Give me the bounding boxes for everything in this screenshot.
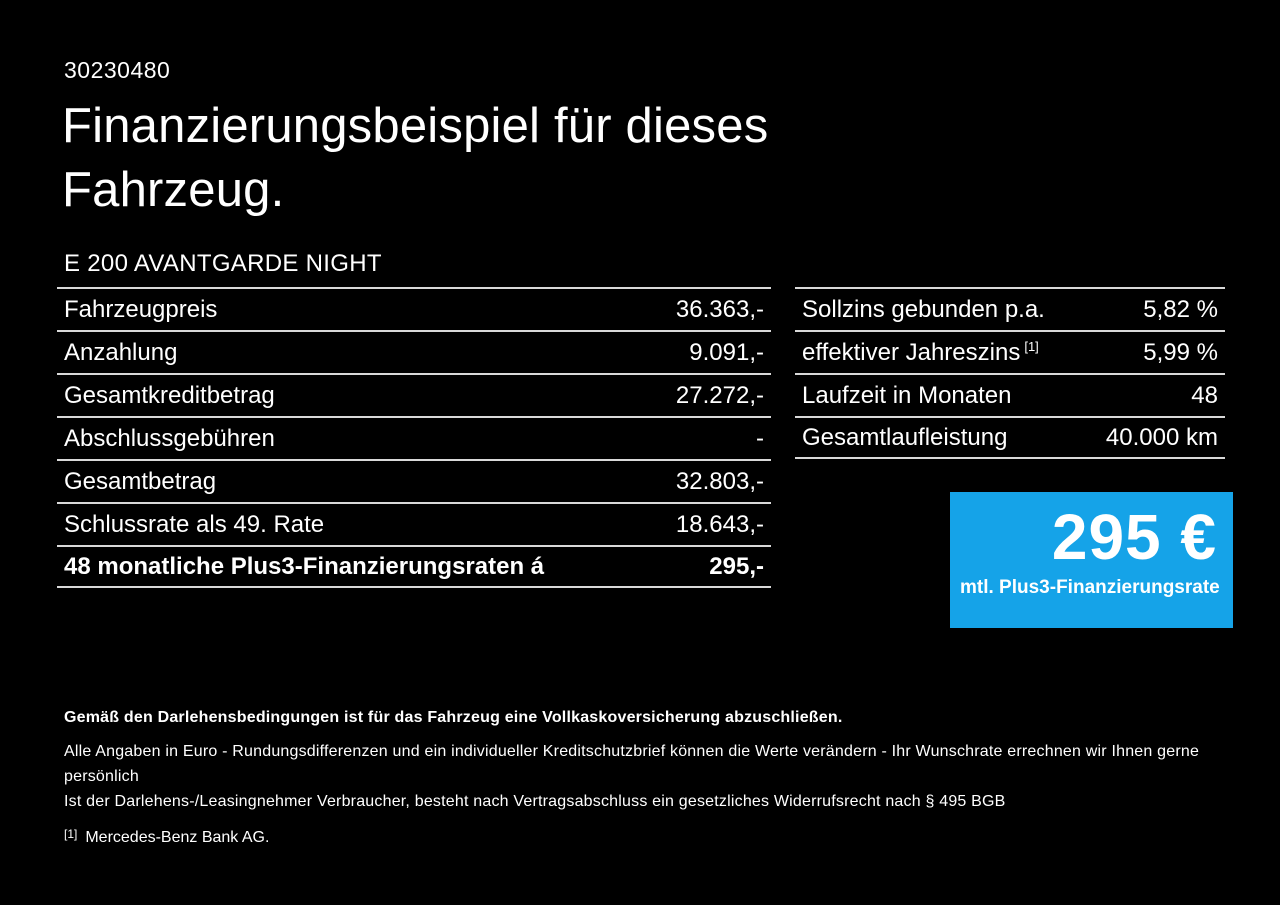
finance-table: Fahrzeugpreis 36.363,- Anzahlung 9.091,-… [57,287,771,588]
finance-row: Abschlussgebühren - [57,416,771,459]
conditions-table: Sollzins gebunden p.a. 5,82 % effektiver… [795,287,1225,459]
finance-row-label: Gesamtkreditbetrag [64,381,275,409]
footnote-marker: [1] [64,827,78,841]
finance-row-value: 295,- [709,552,764,580]
conditions-row-label: Gesamtlaufleistung [802,423,1008,451]
finance-row: Gesamtkreditbetrag 27.272,- [57,373,771,416]
conditions-row-value: 5,82 % [1143,295,1218,323]
conditions-row-value: 40.000 km [1105,423,1218,451]
finance-row: Fahrzeugpreis 36.363,- [57,287,771,330]
conditions-row: effektiver Jahreszins [1] 5,99 % [795,330,1225,373]
conditions-row-value: 48 [1191,381,1218,409]
finance-row-value: 18.643,- [675,510,764,538]
legal-note-line1: Alle Angaben in Euro - Rundungsdifferenz… [64,743,1200,785]
conditions-row-value: 5,99 % [1143,338,1218,366]
monthly-rate-caption: mtl. Plus3-Finanzierungsrate [960,577,1220,598]
finance-row-label: Anzahlung [64,338,178,366]
finance-row: Anzahlung 9.091,- [57,330,771,373]
finance-row-value: - [756,424,764,452]
footnote: [1] Mercedes-Benz Bank AG. [64,827,1224,847]
finance-row-value: 9.091,- [689,338,764,366]
finance-row-label: Abschlussgebühren [64,424,275,452]
footnote-reference: [1] [1024,338,1039,354]
footer-legal-notes: Gemäß den Darlehensbedingungen ist für d… [64,709,1224,847]
conditions-row: Gesamtlaufleistung 40.000 km [795,416,1225,459]
finance-row-label: 48 monatliche Plus3-Finanzierungsraten á [64,552,545,580]
page-title: Finanzierungsbeispiel für dieses Fahrzeu… [62,99,769,217]
monthly-rate-amount: 295 € [1051,501,1217,573]
finance-row-label: Schlussrate als 49. Rate [64,510,325,538]
footnote-text: Mercedes-Benz Bank AG. [85,829,270,846]
finance-row-value: 32.803,- [675,467,764,495]
vehicle-model: E 200 AVANTGARDE NIGHT [64,250,382,277]
legal-note-line2: Ist der Darlehens-/Leasingnehmer Verbrau… [64,793,1006,810]
finance-row-value: 36.363,- [675,295,764,323]
conditions-row-label: Sollzins gebunden p.a. [802,295,1045,323]
conditions-row: Laufzeit in Monaten 48 [795,373,1225,416]
finance-row-label: Gesamtbetrag [64,467,217,495]
finance-row-label: Fahrzeugpreis [64,295,218,323]
monthly-rate-box: 295 € mtl. Plus3-Finanzierungsrate [950,492,1233,628]
conditions-row-label: effektiver Jahreszins [1] [802,339,1039,367]
conditions-row-label-text: effektiver Jahreszins [802,338,1021,366]
finance-row-value: 27.272,- [675,381,764,409]
document-id: 30230480 [64,57,171,83]
conditions-row: Sollzins gebunden p.a. 5,82 % [795,287,1225,330]
conditions-row-label: Laufzeit in Monaten [802,381,1012,409]
insurance-note: Gemäß den Darlehensbedingungen ist für d… [64,709,843,726]
finance-row-monthly-rate: 48 monatliche Plus3-Finanzierungsraten á… [57,545,771,588]
finance-row: Schlussrate als 49. Rate 18.643,- [57,502,771,545]
finance-row: Gesamtbetrag 32.803,- [57,459,771,502]
